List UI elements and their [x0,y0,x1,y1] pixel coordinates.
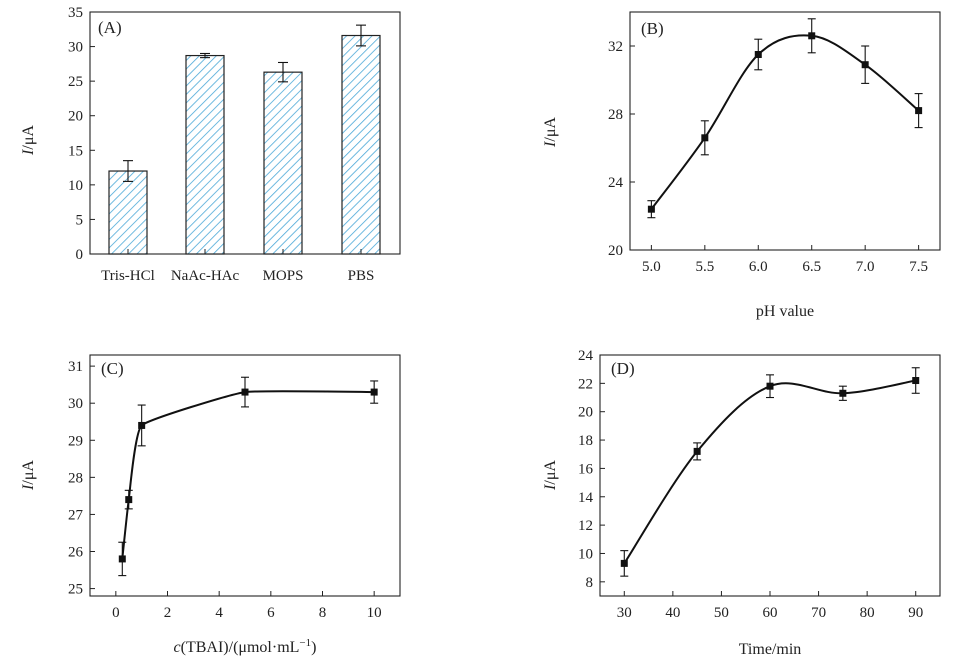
data-point [241,388,249,396]
x-category-label: NaAc-HAc [171,268,240,284]
y-axis-label: I/μA [542,460,559,491]
y-tick-label: 0 [76,247,84,263]
x-tick-label: 90 [908,605,923,621]
x-tick-label: 40 [665,605,680,621]
x-tick-label: 7.5 [909,259,928,275]
bar-tris-hcl [108,170,148,255]
x-category-label: PBS [348,268,375,284]
series-curve [623,379,916,564]
data-point [125,496,133,504]
data-point [808,32,816,40]
x-tick-label: 5.5 [695,259,714,275]
y-axis-label: I/μA [20,125,37,156]
x-tick-label: 60 [763,605,778,621]
x-tick-label: 5.0 [642,259,661,275]
data-point [138,421,146,429]
y-axis-label: I/μA [542,117,559,148]
y-tick-label: 30 [68,396,83,412]
x-tick-label: 8 [319,605,327,621]
y-tick-label: 29 [68,433,83,449]
x-tick-label: 70 [811,605,826,621]
panel-tag: (D) [611,359,635,378]
data-point [754,51,762,58]
x-tick-label: 10 [367,605,382,621]
y-tick-label: 35 [68,5,83,21]
panel-tag-a: (A) [98,18,122,37]
bar-naac-hac [185,54,225,255]
y-tick-label: 5 [76,212,84,228]
data-point [915,107,923,115]
y-tick-label: 20 [68,109,83,125]
data-point [861,61,869,69]
panel-c-line-chart: 25 26 27 28 29 30 31 0 2 4 6 8 10 (C) I/μA c(TBAI)/(μmo… [20,354,401,656]
bar-pbs [341,34,381,255]
plot-frame [89,354,401,597]
data-point [912,377,920,385]
x-tick-label: 6 [267,605,275,621]
data-point [693,447,701,455]
x-tick-label: 6.5 [802,259,821,275]
data-point [118,555,126,563]
y-tick-label: 30 [68,40,83,56]
x-tick-label: 50 [714,605,729,621]
y-axis-label: I/μA [20,460,37,491]
y-tick-label: 10 [68,178,83,194]
data-point [701,134,709,142]
panel-b-line-chart: 20 24 28 32 5.0 5.5 6.0 6.5 7.0 7.5 (B) I/μA pH valu… [542,11,941,320]
y-tick-label: 20 [608,243,623,259]
y-tick-label: 14 [578,490,594,506]
x-tick-label: 4 [215,605,223,621]
y-tick-label: 31 [68,359,83,375]
x-category-label: Tris-HCl [101,268,155,284]
bar-mops [263,71,303,255]
x-tick-label: 80 [860,605,875,621]
x-tick-label: 6.0 [749,259,768,275]
data-point [839,389,847,397]
y-tick-label: 8 [586,575,594,591]
y-tick-label: 16 [578,461,594,477]
y-tick-label: 18 [578,433,593,449]
y-tick-label: 32 [608,39,623,55]
y-tick-label: 15 [68,143,83,159]
panel-tag: (C) [101,359,124,378]
series-curve [121,390,375,560]
panel-tag: (B) [641,19,664,38]
data-point [766,382,774,390]
y-tick-label: 24 [608,175,624,191]
y-tick-label: 25 [68,582,83,598]
x-axis-label: pH value [756,303,814,320]
y-tick-label: 24 [578,348,594,364]
x-axis-label: c(TBAI)/(μmol·mL−1) [174,637,317,656]
plot-frame [629,11,941,251]
data-point [620,559,628,567]
y-tick-label: 28 [608,107,623,123]
panel-d-line-chart: 8 10 12 14 16 18 20 22 24 30 40 50 60 70 80 90 (D) I/μA Ti… [542,348,941,658]
y-tick-label: 26 [68,545,84,561]
x-category-label: MOPS [263,268,304,284]
y-tick-label: 10 [578,546,593,562]
panel-a-bar-chart: 0 5 10 15 20 25 30 35 Tris-HCl NaAc-HAc MOPS PBS (A)… [20,5,401,284]
y-tick-label: 22 [578,376,593,392]
y-tick-label: 12 [578,518,593,534]
x-tick-label: 30 [617,605,632,621]
y-tick-label: 28 [68,470,83,486]
y-tick-label: 27 [68,507,84,523]
y-tick-label: 20 [578,405,593,421]
x-tick-label: 7.0 [856,259,875,275]
x-tick-label: 0 [112,605,120,621]
data-point [370,388,378,396]
y-tick-label: 25 [68,74,83,90]
x-axis-label: Time/min [739,641,802,658]
plot-frame [89,11,401,255]
series-curve [650,34,920,210]
data-point [647,205,655,213]
x-tick-label: 2 [164,605,172,621]
